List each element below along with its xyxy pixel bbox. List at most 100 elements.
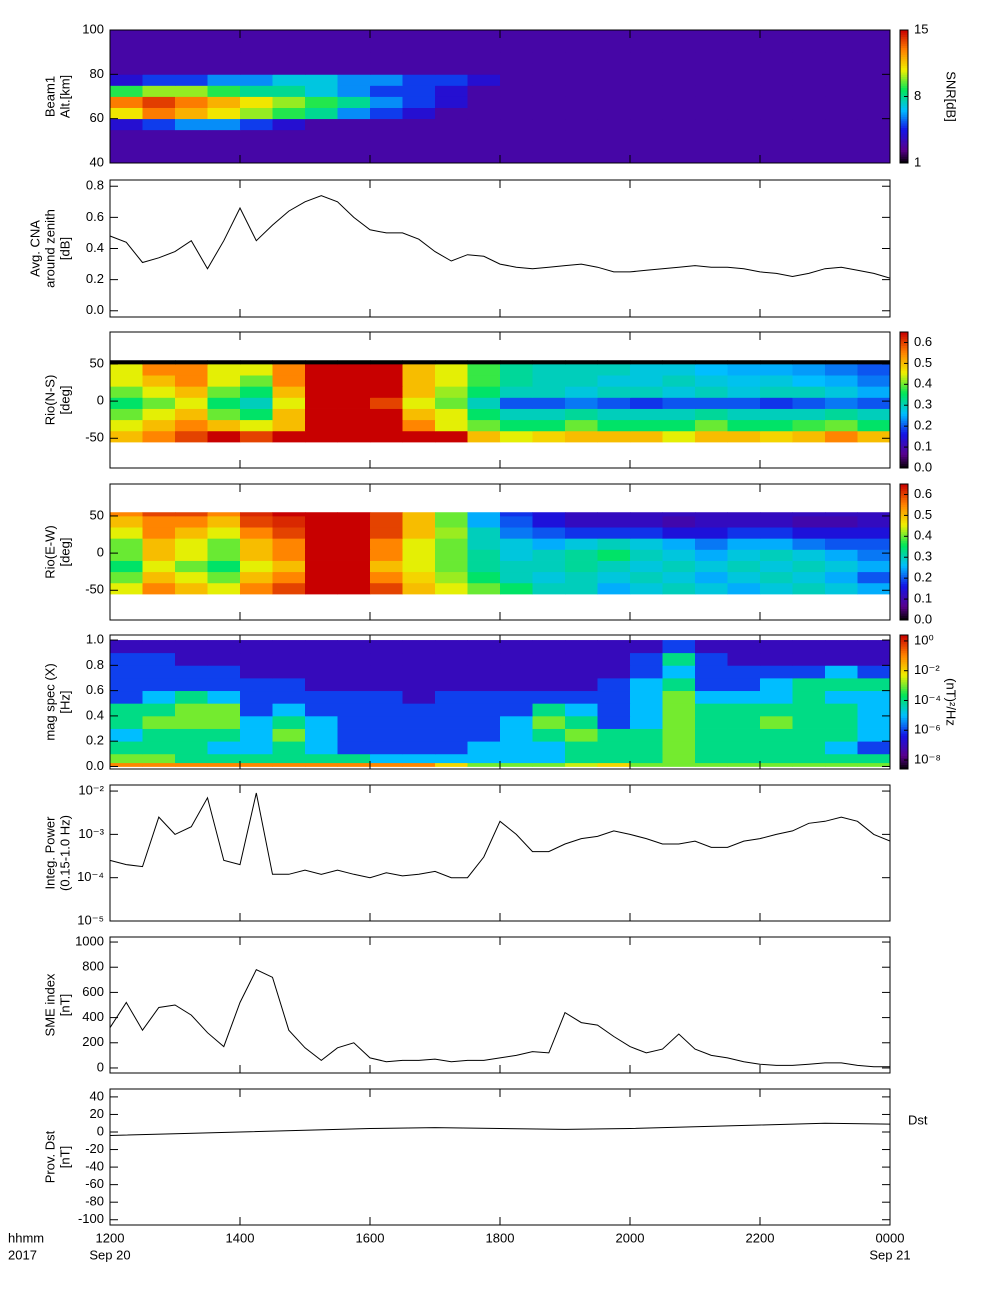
heat-cell (337, 107, 371, 120)
colorbar-segment (900, 635, 908, 638)
heat-cell (467, 140, 501, 153)
colorbar-segment (900, 332, 908, 335)
heat-cell (857, 397, 891, 409)
colorbar-tick-label: 10⁰ (914, 632, 934, 647)
heat-cell (402, 512, 436, 517)
colorbar-segment (900, 760, 908, 763)
heat-cell (207, 151, 241, 164)
heat-cell (305, 140, 338, 153)
heat-cell (402, 360, 436, 365)
heat-cell (695, 652, 728, 666)
heat-cell (305, 363, 338, 376)
heat-cell (272, 360, 306, 365)
heat-cell (500, 571, 533, 584)
heat-cell (727, 74, 761, 86)
colorbar-segment (900, 429, 908, 433)
heat-cell (532, 703, 566, 717)
y-label: Beam1 (42, 76, 57, 117)
y-tick-label: -20 (85, 1141, 104, 1156)
heat-cell (597, 151, 631, 164)
colorbar-tick-label: 0.6 (914, 486, 932, 501)
heat-cell (695, 512, 728, 517)
heat-cell (792, 527, 826, 539)
colorbar-segment (900, 352, 908, 356)
heat-cell (110, 430, 143, 443)
colorbar-tick-label: 0.5 (914, 507, 932, 522)
heat-cell (467, 715, 501, 729)
colorbar-segment (900, 30, 908, 33)
heat-cell (630, 363, 663, 376)
heat-cell (857, 665, 891, 679)
heat-cell (175, 360, 208, 365)
heat-cell (695, 665, 728, 679)
heat-cell (402, 419, 436, 432)
heat-cell (272, 140, 306, 153)
heat-cell (662, 753, 696, 764)
heat-cell (532, 715, 566, 729)
heat-cell (825, 107, 858, 120)
colorbar-segment (900, 706, 908, 710)
colorbar-segment (900, 518, 908, 521)
colorbar-segment (900, 522, 908, 526)
colorbar-segment (900, 531, 908, 535)
colorbar-segment (900, 458, 908, 462)
colorbar-segment (900, 125, 908, 128)
heat-cell (142, 419, 176, 432)
y-tick-label: 0 (97, 1059, 104, 1074)
heat-cell (370, 408, 403, 421)
heat-cell (825, 560, 858, 573)
y-tick-label: 20 (90, 1106, 104, 1121)
colorbar-segment (900, 735, 908, 739)
colorbar-segment (900, 690, 908, 694)
heat-cell (467, 96, 501, 108)
heat-cell (337, 515, 371, 528)
heat-cell (792, 360, 826, 365)
heat-cell (532, 107, 566, 120)
heat-cell (857, 741, 891, 755)
heat-cell (305, 549, 338, 561)
colorbar-segment (900, 54, 908, 57)
heat-cell (857, 640, 891, 654)
colorbar-segment (900, 52, 908, 55)
heat-cell (402, 107, 436, 120)
heat-cell (110, 74, 143, 86)
heat-cell (500, 386, 533, 398)
heat-cell (370, 652, 403, 666)
colorbar-segment (900, 413, 908, 417)
heat-cell (175, 107, 208, 120)
heat-cell (337, 140, 371, 153)
heat-cell (565, 74, 598, 86)
heat-cell (207, 140, 241, 153)
y-tick-label: 0 (97, 1123, 104, 1138)
heat-cell (467, 386, 501, 398)
heat-cell (597, 397, 631, 409)
heat-cell (370, 690, 403, 704)
heat-cell (305, 375, 338, 387)
heat-cell (337, 665, 371, 679)
colorbar-segment (900, 440, 908, 444)
heat-cell (207, 85, 241, 97)
heat-cell (825, 118, 858, 131)
heat-cell (857, 582, 891, 595)
heat-cell (630, 375, 663, 387)
heat-cell (175, 96, 208, 108)
heat-cell (272, 408, 306, 421)
heat-cell (597, 640, 631, 654)
heat-cell (110, 85, 143, 97)
heat-cell (435, 549, 468, 561)
colorbar-tick-label: 0.4 (914, 376, 932, 391)
heat-cell (175, 41, 208, 53)
heat-cell (207, 652, 241, 666)
heat-cell (337, 549, 371, 561)
heat-cell (370, 715, 403, 729)
heat-cell (695, 640, 728, 654)
colorbar-segment (900, 136, 908, 140)
y-tick-label: -100 (78, 1211, 104, 1226)
heat-cell (370, 728, 403, 742)
heat-cell (435, 74, 468, 86)
colorbar-segment (900, 529, 908, 532)
heat-cell (792, 715, 826, 729)
heat-cell (337, 512, 371, 517)
heat-cell (500, 118, 533, 131)
heat-cell (435, 741, 468, 755)
